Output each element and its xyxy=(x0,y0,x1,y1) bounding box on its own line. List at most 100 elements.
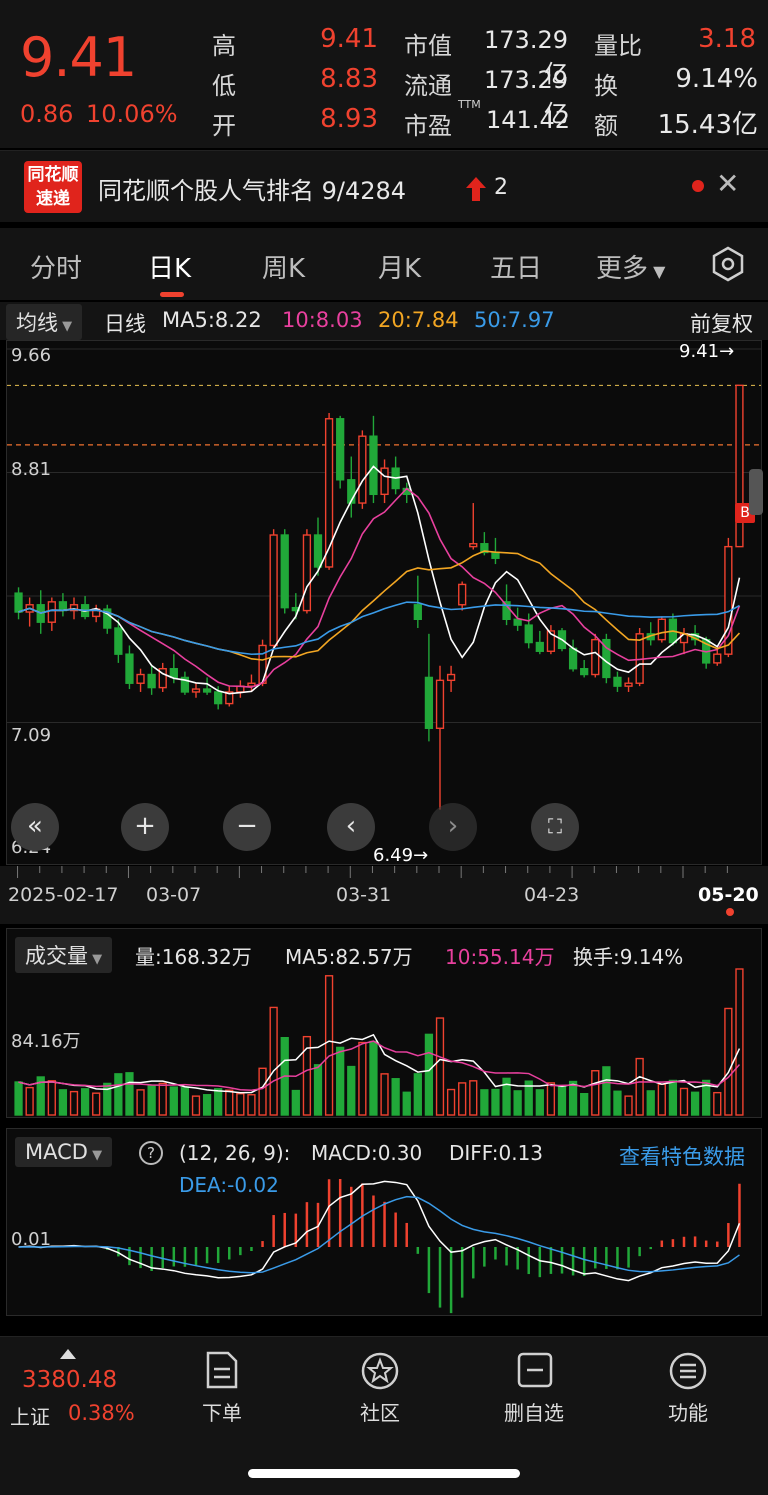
volume-bar xyxy=(47,1080,56,1116)
ma10-value: 10:8.03 xyxy=(282,308,363,332)
volume-bar xyxy=(424,1033,434,1116)
help-icon[interactable]: ? xyxy=(139,1141,163,1165)
macd-selector-label: MACD xyxy=(25,1140,88,1164)
nav-functions-label: 功能 xyxy=(668,1401,708,1425)
bottom-bar: 3380.48 上证 0.38% 下单 社区 删自选 功能 xyxy=(0,1336,768,1495)
scroll-to-start-button[interactable]: « xyxy=(11,803,59,851)
volume-bar xyxy=(535,1089,544,1116)
candle-body xyxy=(724,545,733,655)
candle-body xyxy=(14,592,23,613)
tab-five-day[interactable]: 五日 xyxy=(490,254,543,284)
candle-body xyxy=(69,604,79,612)
volume-bar xyxy=(103,1082,112,1116)
tab-monthly-k[interactable]: 月K xyxy=(378,254,422,284)
tab-minute[interactable]: 分时 xyxy=(30,254,83,284)
candle-body xyxy=(424,676,434,729)
candlestick-svg xyxy=(7,348,761,810)
popularity-rank-banner[interactable]: 同花顺 速递 同花顺个股人气排名 9/4284 2 ✕ xyxy=(0,150,768,222)
tab-weekly-k[interactable]: 周K xyxy=(262,254,306,284)
volume-bar xyxy=(458,1082,467,1116)
volume-bar xyxy=(25,1086,34,1116)
zoom-out-button[interactable]: − xyxy=(223,803,271,851)
chart-scroll-handle[interactable] xyxy=(749,469,763,515)
turnover-label: 换 xyxy=(594,72,618,100)
candle-body xyxy=(458,583,467,606)
index-up-arrow-icon xyxy=(60,1349,76,1359)
tab-more[interactable]: 更多 ▼ xyxy=(596,248,665,285)
candle-body xyxy=(580,668,589,676)
close-icon[interactable]: ✕ xyxy=(716,167,740,200)
volume-selector[interactable]: 成交量 ▼ xyxy=(15,937,113,973)
volume-bar xyxy=(69,1090,79,1116)
scroll-right-button[interactable]: › xyxy=(429,803,477,851)
adjust-mode[interactable]: 前复权 xyxy=(690,312,753,336)
macd-selector[interactable]: MACD ▼ xyxy=(15,1137,113,1167)
volume-bar xyxy=(313,1064,323,1116)
volume-bar xyxy=(502,1077,511,1116)
candle-body xyxy=(535,641,544,652)
volume-bar xyxy=(524,1080,533,1116)
ma10-line xyxy=(18,487,741,688)
fullscreen-icon[interactable]: ⛶ xyxy=(531,803,579,851)
candle-body xyxy=(280,534,289,609)
candle-body xyxy=(258,644,267,684)
ths-express-logo: 同花顺 速递 xyxy=(24,161,82,213)
volume-bar xyxy=(214,1088,223,1116)
volume-bar xyxy=(369,1040,378,1116)
volume-bar xyxy=(336,1046,345,1116)
x-axis-ticks xyxy=(17,866,728,878)
nav-order-label: 下单 xyxy=(202,1401,242,1425)
candlestick-chart[interactable]: 9.66 8.81 7.09 6.24 9.41→ 6.49→ B « + − … xyxy=(6,340,763,866)
zoom-in-button[interactable]: + xyxy=(121,803,169,851)
candle-body xyxy=(158,668,167,689)
candle-body xyxy=(524,624,533,644)
volume-bar xyxy=(191,1095,201,1116)
volume-bar xyxy=(402,1091,411,1116)
volume-panel[interactable]: 成交量 ▼ 量:168.32万 MA5:82.57万 10:55.14万 换手:… xyxy=(6,928,762,1118)
chevron-down-icon: ▼ xyxy=(58,319,73,334)
price-change-pct: 10.06% xyxy=(86,100,178,128)
community-star-icon xyxy=(361,1352,399,1390)
x-label-0520: 05-20 xyxy=(698,884,759,906)
macd-panel[interactable]: MACD ▼ ? (12, 26, 9): MACD:0.30 DIFF:0.1… xyxy=(6,1128,762,1316)
settings-hexagon-icon[interactable] xyxy=(710,246,746,286)
volume-bar xyxy=(14,1081,23,1116)
remove-watchlist-icon xyxy=(517,1352,553,1388)
candle-body xyxy=(47,601,56,623)
candle-body xyxy=(568,647,578,670)
price-change: 0.86 xyxy=(20,100,74,128)
scroll-left-button[interactable]: ‹ xyxy=(327,803,375,851)
ma-selector[interactable]: 均线 ▼ xyxy=(6,304,83,340)
rank-text: 同花顺个股人气排名 9/4284 xyxy=(98,177,407,205)
high-price-marker: 9.41→ xyxy=(679,341,735,362)
volume-turnover: 换手:9.14% xyxy=(573,945,684,969)
y-label-top: 9.66 xyxy=(11,345,52,366)
volume-bar xyxy=(446,1088,456,1116)
volume-bar xyxy=(147,1084,156,1116)
quote-header: 9.41 0.86 10.06% 高 9.41 低 8.83 开 8.93 市值… xyxy=(0,0,768,148)
pe-label: 市盈 xyxy=(404,112,452,140)
candle-body xyxy=(147,673,156,689)
open-label: 开 xyxy=(212,112,236,140)
volume-bar xyxy=(568,1080,578,1116)
volume-y-label: 84.16万 xyxy=(11,1031,81,1052)
candle-body xyxy=(336,418,345,481)
x-label-0307: 03-07 xyxy=(146,884,202,906)
volume-bar xyxy=(679,1087,689,1116)
view-feature-data-link[interactable]: 查看特色数据 xyxy=(619,1145,745,1169)
home-indicator[interactable] xyxy=(248,1469,520,1478)
high-value: 9.41 xyxy=(320,24,378,54)
tab-daily-k[interactable]: 日K xyxy=(148,254,192,284)
index-value[interactable]: 3380.48 xyxy=(22,1367,118,1393)
volume-bar xyxy=(258,1067,267,1116)
volume-bar xyxy=(557,1086,567,1116)
x-label-start: 2025-02-17 xyxy=(8,884,119,906)
chevron-down-icon: ▼ xyxy=(88,952,103,967)
y-label-mid: 8.81 xyxy=(11,459,52,480)
low-price-marker: 6.49→ xyxy=(373,845,429,866)
turnover-value: 9.14% xyxy=(675,64,758,94)
x-label-0423: 04-23 xyxy=(524,884,580,906)
candle-body xyxy=(180,676,190,693)
candle-body xyxy=(225,691,234,705)
candle-body xyxy=(358,435,367,504)
